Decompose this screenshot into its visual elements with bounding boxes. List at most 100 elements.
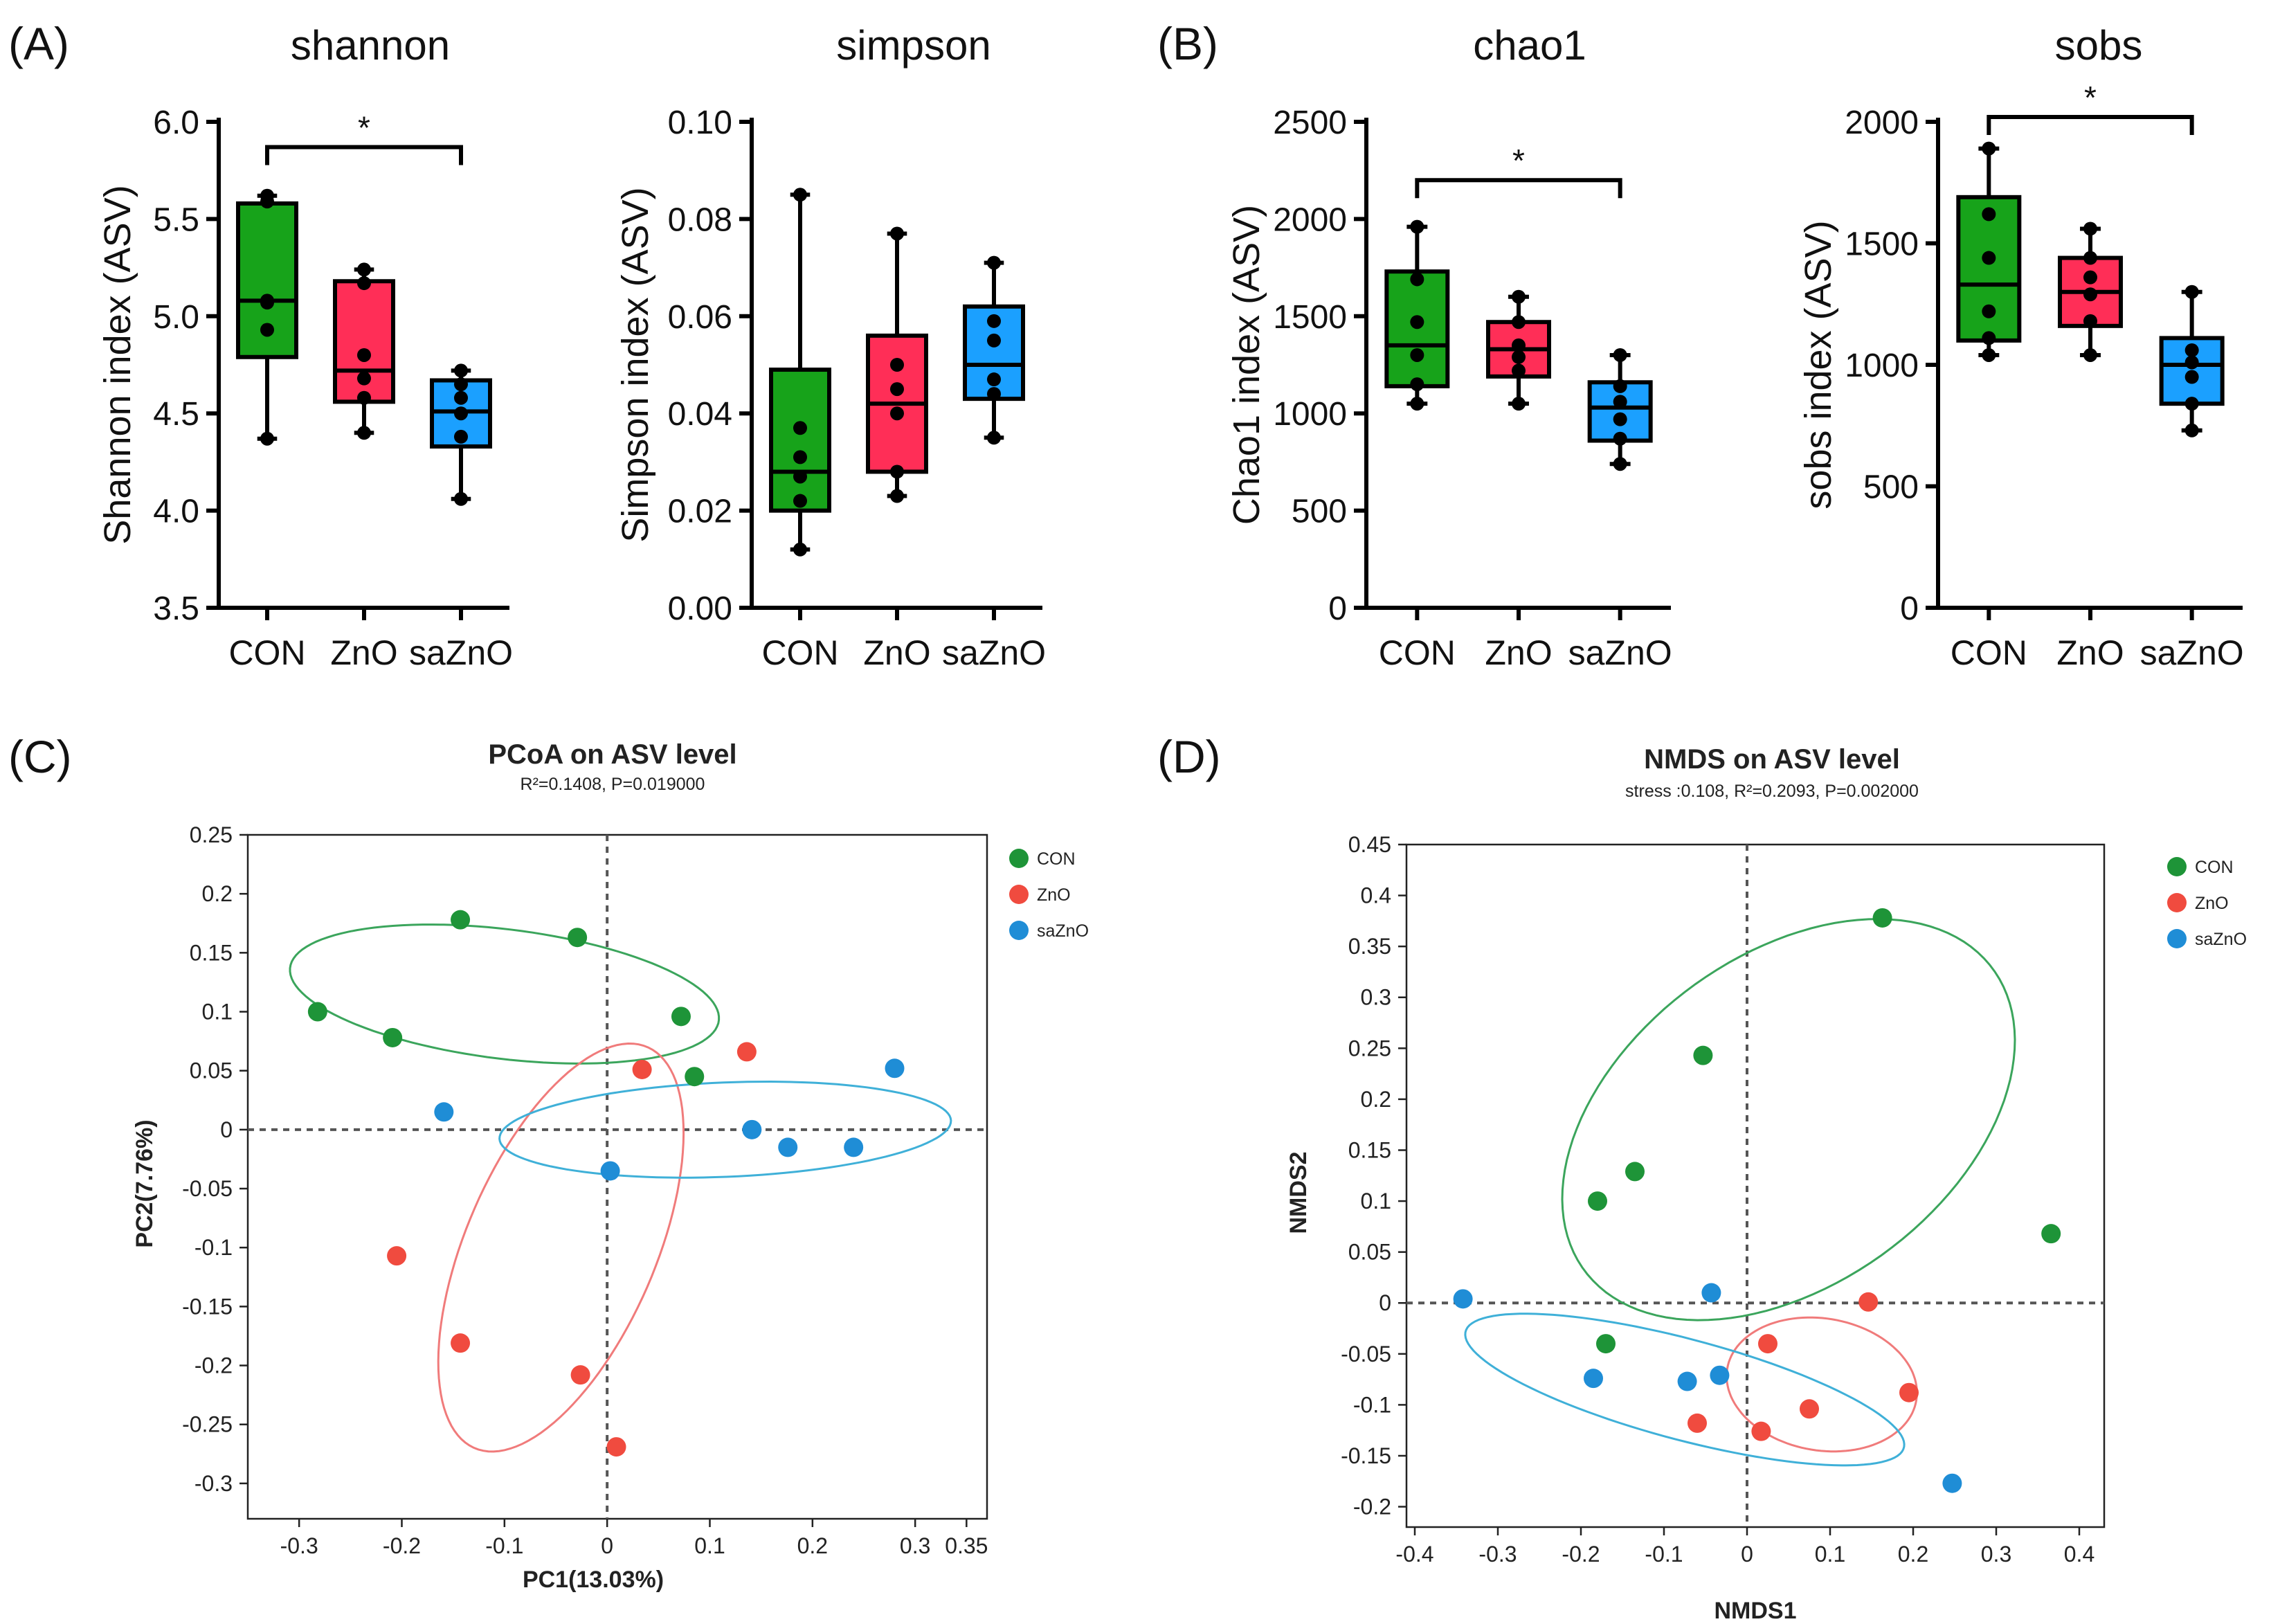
pcoa-y-tick-label: 0.05 <box>190 1058 233 1083</box>
simpson-box-CON <box>769 368 831 513</box>
nmds-legend-marker-saZnO <box>2167 929 2187 948</box>
simpson-point-CON <box>793 542 807 557</box>
sobs-point-CON <box>1982 141 1996 156</box>
pcoa-point-ZnO <box>451 1333 471 1353</box>
panel-label-b: (B) <box>1157 18 1218 69</box>
nmds-point-CON <box>1693 1045 1713 1065</box>
nmds-y-tick-label: 0.45 <box>1348 832 1391 857</box>
nmds-point-ZnO <box>1800 1399 1819 1419</box>
chao1-y-tick-label: 2000 <box>1273 201 1347 238</box>
shannon-point-saZnO <box>454 377 468 392</box>
pcoa-y-tick-label: -0.25 <box>182 1412 233 1437</box>
pcoa-legend-label-saZnO: saZnO <box>1037 921 1089 941</box>
nmds-x-tick-label: 0.2 <box>1898 1542 1928 1567</box>
chao1-significance-star: * <box>1512 143 1525 179</box>
shannon-point-ZnO <box>357 371 371 386</box>
nmds-y-tick-label: -0.1 <box>1353 1392 1391 1417</box>
pcoa-point-CON <box>568 928 588 948</box>
chao1-point-ZnO <box>1512 315 1526 330</box>
shannon-y-tick-label: 4.0 <box>153 494 199 530</box>
pcoa-ellipse-ZnO <box>437 1042 685 1453</box>
chao1-y-label: Chao1 index (ASV) <box>1226 205 1267 525</box>
chao1-point-saZnO <box>1613 395 1627 409</box>
simpson-x-tick-label: ZnO <box>863 633 930 672</box>
nmds-point-saZnO <box>1677 1371 1697 1391</box>
pcoa-point-CON <box>451 910 471 930</box>
simpson-point-CON <box>793 494 807 508</box>
chao1-point-ZnO <box>1512 289 1526 304</box>
simpson-point-saZnO <box>987 255 1001 270</box>
chao1-point-ZnO <box>1512 397 1526 411</box>
simpson-point-saZnO <box>987 387 1001 402</box>
sobs-point-CON <box>1982 304 1996 318</box>
shannon-point-ZnO <box>357 348 371 362</box>
shannon-point-ZnO <box>357 262 371 277</box>
nmds-y-tick-label: -0.15 <box>1341 1443 1391 1468</box>
pcoa-ellipse-CON <box>289 923 721 1065</box>
simpson-y-tick-label: 0.06 <box>668 299 732 336</box>
pcoa-legend-marker-saZnO <box>1009 921 1029 940</box>
pcoa-x-label: PC1(13.03%) <box>523 1567 664 1593</box>
sobs-x-tick-label: ZnO <box>2056 633 2124 672</box>
nmds-y-tick-label: 0.25 <box>1348 1036 1391 1061</box>
sobs-point-saZnO <box>2184 343 2199 357</box>
pcoa-y-tick-label: -0.3 <box>194 1471 233 1496</box>
nmds-ellipse-saZnO <box>1464 1312 1906 1467</box>
shannon-point-CON <box>260 431 274 446</box>
chao1-point-saZnO <box>1613 412 1627 426</box>
sobs-point-ZnO <box>2083 287 2097 302</box>
shannon-box-plot: shannon 3.5 4.0 4.5 5.0 5.5 6.0 Shannon index (… <box>97 22 513 672</box>
shannon-y-label: Shannon index (ASV) <box>97 185 138 544</box>
simpson-y-tick-label: 0.08 <box>668 201 732 238</box>
shannon-y-tick-label: 3.5 <box>153 590 199 627</box>
sobs-point-CON <box>1982 251 1996 265</box>
nmds-x-tick-label: -0.4 <box>1395 1542 1433 1567</box>
chao1-y-tick-label: 500 <box>1292 494 1347 530</box>
shannon-title: shannon <box>291 22 450 69</box>
sobs-y-tick-label: 0 <box>1900 590 1919 627</box>
simpson-y-tick-label: 0.10 <box>668 105 732 141</box>
simpson-y-tick-label: 0.00 <box>668 590 732 627</box>
panel-labels: (A) (B) (C) (D) <box>8 18 1221 782</box>
nmds-scatter-plot: NMDS on ASV level stress :0.108, R²=0.209… <box>1285 744 2247 1624</box>
sobs-y-tick-label: 2000 <box>1845 105 1919 141</box>
simpson-point-ZnO <box>890 358 904 372</box>
nmds-x-tick-label: 0 <box>1741 1542 1753 1567</box>
chao1-x-tick-label: ZnO <box>1485 633 1552 672</box>
pcoa-plot-frame <box>246 833 988 1520</box>
shannon-box-CON <box>236 201 298 359</box>
nmds-legend-marker-CON <box>2167 857 2187 876</box>
nmds-y-tick-label: -0.05 <box>1341 1342 1391 1366</box>
pcoa-x-tick-label: 0.2 <box>797 1533 828 1558</box>
pcoa-point-ZnO <box>570 1365 590 1385</box>
sobs-point-ZnO <box>2083 222 2097 236</box>
nmds-point-CON <box>2041 1224 2061 1244</box>
pcoa-y-tick-label: 0.25 <box>190 822 233 847</box>
pcoa-legend-marker-CON <box>1009 849 1029 868</box>
chao1-point-saZnO <box>1613 348 1627 362</box>
chao1-point-CON <box>1410 315 1424 330</box>
shannon-point-saZnO <box>454 363 468 378</box>
shannon-significance-bracket <box>265 145 463 165</box>
simpson-point-CON <box>793 450 807 464</box>
nmds-point-CON <box>1588 1191 1607 1211</box>
sobs-point-saZnO <box>2184 370 2199 384</box>
sobs-x-tick-label: saZnO <box>2140 633 2244 672</box>
shannon-point-saZnO <box>454 390 468 405</box>
nmds-legend-label-CON: CON <box>2195 858 2234 877</box>
pcoa-scatter-plot: PCoA on ASV level R²=0.1408, P=0.019000 -0… <box>132 739 1089 1593</box>
pcoa-point-ZnO <box>387 1246 407 1266</box>
chao1-point-CON <box>1410 348 1424 362</box>
chao1-point-CON <box>1410 272 1424 287</box>
pcoa-point-CON <box>383 1027 403 1047</box>
pcoa-y-tick-label: -0.2 <box>194 1353 233 1378</box>
chao1-point-ZnO <box>1512 338 1526 352</box>
simpson-point-saZnO <box>987 333 1001 348</box>
sobs-y-tick-label: 1500 <box>1845 226 1919 263</box>
nmds-y-tick-label: 0.3 <box>1361 985 1391 1010</box>
sobs-significance-star: * <box>2084 80 2097 116</box>
sobs-box-plot: sobs 0 500 1000 1500 2000 sobs index (ASV) CON Z… <box>1798 22 2244 672</box>
nmds-point-CON <box>1596 1334 1616 1354</box>
chao1-x-tick-label: CON <box>1379 633 1456 672</box>
pcoa-point-saZnO <box>885 1058 905 1079</box>
